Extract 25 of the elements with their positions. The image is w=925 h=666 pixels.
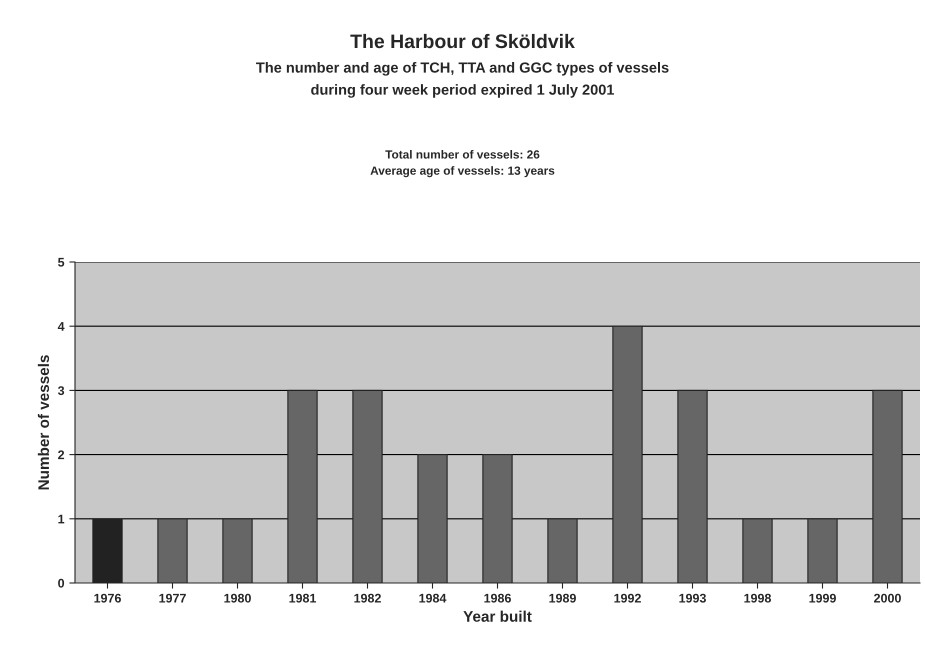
x-tick-label: 1992 bbox=[614, 594, 641, 603]
x-tick-label: 1982 bbox=[354, 594, 381, 603]
x-tick-label: 2000 bbox=[874, 594, 901, 603]
chart-subtitle: The number and age of TCH, TTA and GGC types of vessels during four week period expired 1 July 2001 bbox=[256, 62, 669, 98]
y-tick-label: 3 bbox=[58, 386, 64, 396]
text: Average age of vessels: 13 years bbox=[370, 166, 554, 178]
y-tick-label: 5 bbox=[58, 258, 64, 267]
chart-title: The Harbour of Sköldvik bbox=[350, 34, 575, 48]
x-tick-label: 1984 bbox=[419, 594, 446, 603]
x-tick-label: 1981 bbox=[289, 594, 316, 603]
x-tick-label: 1980 bbox=[224, 594, 251, 603]
x-tick-label: 1976 bbox=[94, 594, 121, 603]
y-tick-label: 1 bbox=[58, 514, 64, 524]
x-tick-label: 1986 bbox=[484, 594, 511, 603]
x-tick-label: 1999 bbox=[809, 594, 836, 603]
x-tick-label: 1977 bbox=[159, 594, 186, 603]
x-tick-label: 1998 bbox=[744, 594, 772, 603]
y-tick-label: 2 bbox=[58, 450, 64, 460]
y-tick-label: 4 bbox=[58, 322, 65, 331]
x-tick-label: 1989 bbox=[549, 594, 576, 603]
x-tick-label: 1993 bbox=[679, 594, 706, 603]
y-tick-label: 0 bbox=[58, 578, 64, 588]
x-axis-title: Year built bbox=[463, 610, 532, 622]
y-axis-title: Number of vessels bbox=[38, 355, 50, 490]
text: Total number of vessels: 26 bbox=[385, 150, 540, 159]
